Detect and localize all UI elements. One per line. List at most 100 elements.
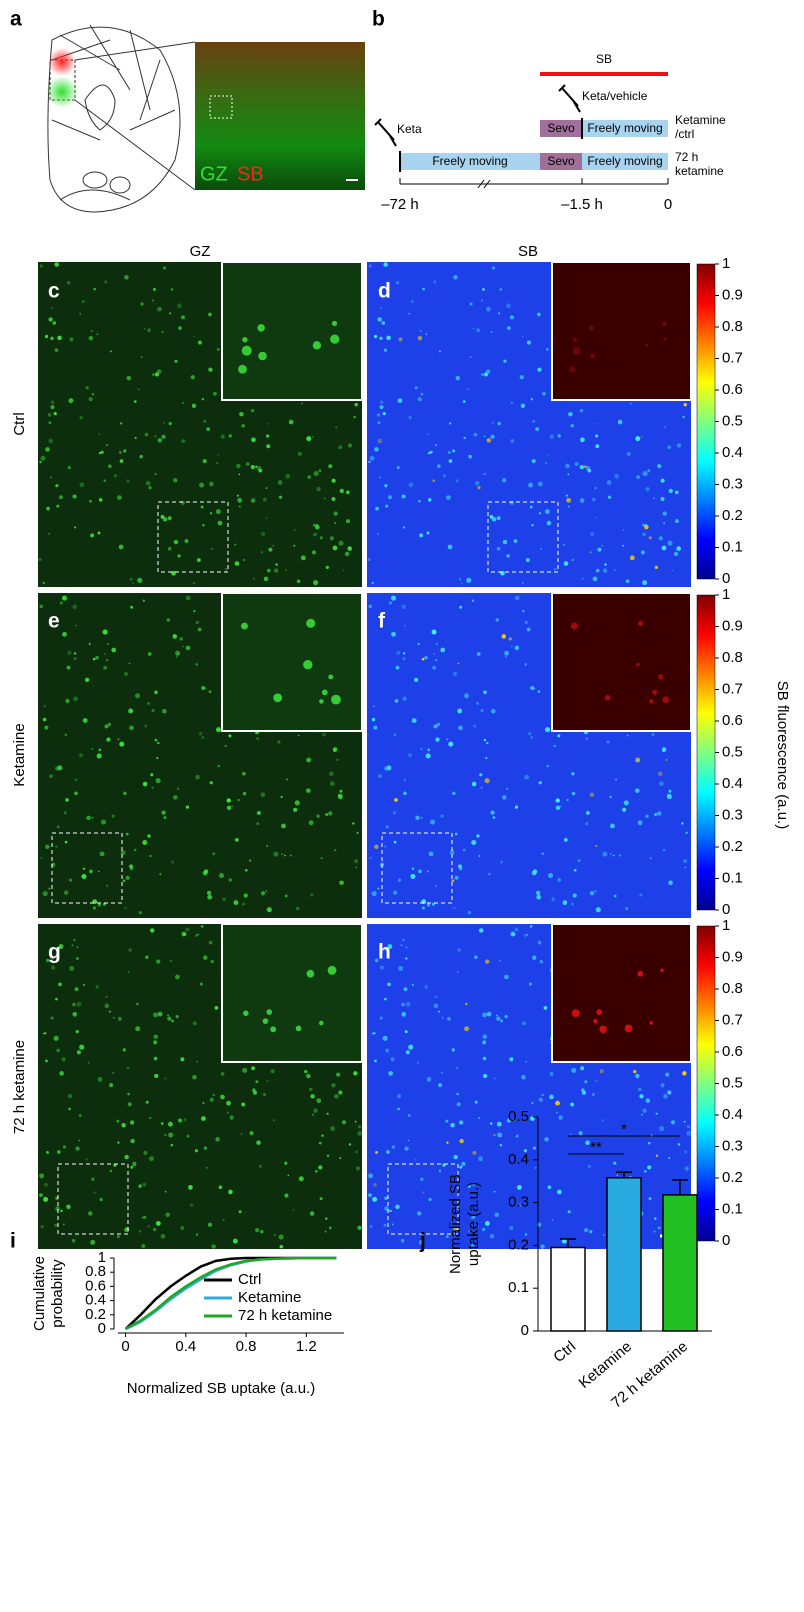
gz-puncta	[61, 595, 68, 601]
sb-puncta	[515, 1135, 518, 1138]
gz-puncta	[71, 1238, 76, 1243]
gz-puncta	[309, 1211, 315, 1216]
sb-puncta	[407, 753, 413, 758]
gz-puncta	[293, 807, 298, 812]
panel-label: g	[48, 941, 61, 964]
x-tick-label: 0	[121, 1338, 129, 1355]
gz-puncta	[207, 1222, 213, 1227]
gz-puncta	[66, 665, 71, 670]
sb-puncta	[476, 702, 479, 705]
sb-puncta	[371, 581, 374, 585]
sb-puncta	[686, 1130, 692, 1136]
sb-puncta	[428, 851, 434, 857]
gz-puncta	[338, 1090, 343, 1095]
sb-puncta	[594, 487, 597, 489]
sb-puncta	[618, 854, 621, 857]
sb-puncta	[384, 845, 387, 848]
sb-puncta	[589, 551, 592, 554]
sb-puncta	[509, 1226, 514, 1231]
gz-puncta	[97, 1077, 103, 1082]
gz-puncta	[226, 805, 232, 811]
sb-puncta	[424, 655, 428, 660]
sb-puncta	[489, 1122, 493, 1125]
gz-inset-puncta	[241, 622, 248, 630]
sb-puncta	[637, 820, 643, 826]
gz-puncta	[330, 1126, 336, 1132]
gz-puncta	[99, 851, 105, 857]
gz-puncta	[153, 1040, 158, 1045]
gz-puncta	[154, 690, 158, 695]
gz-puncta	[126, 375, 132, 381]
sb-inset-puncta	[637, 970, 644, 977]
legend-label: Ctrl	[238, 1271, 261, 1288]
gz-puncta	[58, 495, 63, 500]
gz-puncta	[124, 275, 129, 280]
gz-puncta	[42, 890, 48, 897]
sb-puncta	[434, 995, 437, 998]
gz-puncta	[217, 453, 220, 456]
gz-puncta	[56, 504, 60, 508]
sb-inset-puncta	[571, 1009, 580, 1018]
gz-puncta	[192, 1021, 197, 1026]
sb-puncta	[525, 1060, 527, 1063]
gz-puncta	[161, 331, 164, 334]
time-label: –72 h	[381, 196, 419, 213]
gz-puncta	[256, 810, 261, 815]
sb-puncta	[623, 800, 629, 806]
sb-puncta	[421, 906, 425, 910]
gz-puncta	[153, 1012, 158, 1018]
gz-inset-puncta	[257, 324, 265, 332]
sb-puncta	[563, 561, 569, 566]
sb-puncta	[647, 1165, 652, 1170]
sb-puncta	[622, 529, 625, 531]
gz-inset-puncta	[266, 1009, 273, 1015]
gz-puncta	[50, 306, 53, 309]
gz-puncta	[168, 421, 172, 426]
sb-puncta	[393, 840, 397, 844]
colorbar-tick-label: 0.1	[722, 869, 743, 886]
gz-puncta	[222, 897, 227, 902]
sb-puncta	[524, 774, 529, 780]
gz-puncta	[217, 764, 220, 768]
sb-puncta	[373, 334, 378, 339]
sb-puncta	[538, 512, 542, 515]
sb-puncta	[685, 831, 688, 834]
sb-inset-puncta	[570, 622, 579, 630]
gz-puncta	[106, 643, 109, 646]
gz-puncta	[266, 907, 272, 913]
sb-puncta	[452, 449, 456, 453]
gz-puncta	[132, 1161, 137, 1166]
gz-puncta	[206, 890, 212, 896]
gz-puncta	[244, 868, 248, 872]
gz-puncta	[328, 1226, 332, 1230]
gz-puncta	[178, 326, 182, 330]
sb-puncta	[633, 1069, 637, 1074]
sb-puncta	[417, 1211, 422, 1216]
sb-puncta	[570, 1102, 575, 1107]
sb-puncta	[368, 1173, 374, 1179]
sb-inset-puncta	[589, 353, 596, 359]
sb-puncta	[386, 1150, 390, 1154]
gz-puncta	[264, 890, 268, 893]
gz-puncta	[50, 476, 52, 479]
sb-puncta	[654, 565, 658, 570]
sb-puncta	[515, 1134, 519, 1138]
sb-puncta	[492, 266, 496, 270]
sb-puncta	[546, 764, 549, 768]
sb-puncta	[482, 1034, 488, 1039]
gz-puncta	[272, 1119, 275, 1122]
sb-puncta	[505, 787, 509, 791]
gz-puncta	[128, 708, 134, 714]
sb-puncta	[681, 822, 684, 825]
gz-puncta	[157, 306, 162, 312]
gz-puncta	[130, 1165, 134, 1169]
sb-puncta	[490, 810, 495, 815]
sb-puncta	[464, 1026, 470, 1032]
sb-puncta	[459, 1165, 463, 1169]
sb-puncta	[474, 480, 480, 486]
sb-puncta	[492, 816, 496, 819]
sb-puncta	[547, 1185, 552, 1190]
sb-puncta	[419, 1239, 425, 1245]
sb-puncta	[424, 985, 429, 989]
sb-puncta	[537, 367, 542, 372]
